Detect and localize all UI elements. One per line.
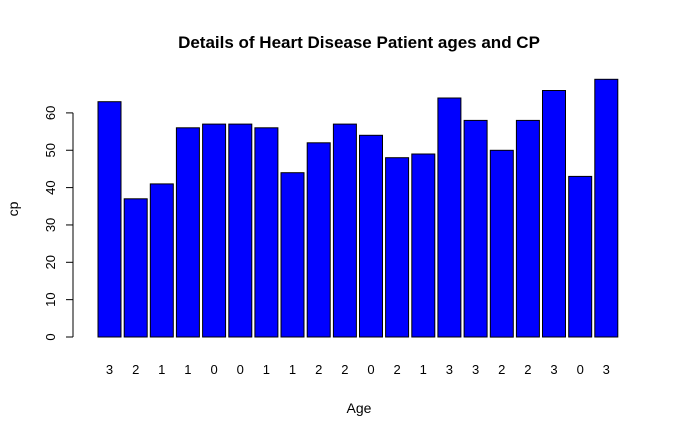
y-tick-label-6: 60 (43, 106, 58, 120)
bar-3 (175, 127, 200, 338)
bar-18 (568, 175, 593, 338)
y-tick-label-5: 50 (43, 143, 58, 157)
x-tick-labels: 3 2 1 1 0 0 1 1 2 2 0 2 1 3 3 2 2 3 0 3 (106, 362, 610, 377)
bar-9 (332, 123, 357, 338)
y-tick-label-2: 20 (43, 255, 58, 269)
x-tick-label-5: 0 (237, 362, 244, 377)
x-tick-label-4: 0 (210, 362, 217, 377)
x-tick-label-13: 3 (446, 362, 453, 377)
x-tick-label-14: 3 (472, 362, 479, 377)
x-tick-label-19: 3 (603, 362, 610, 377)
bar-7 (280, 172, 305, 338)
bar-1 (123, 198, 148, 338)
bar-5 (228, 123, 253, 338)
bar-4 (202, 123, 227, 338)
x-tick-label-3: 1 (184, 362, 191, 377)
y-tick-label-3: 30 (43, 218, 58, 232)
bar-2 (149, 183, 174, 338)
bar-14 (463, 119, 488, 338)
x-tick-label-1: 2 (132, 362, 139, 377)
bar-12 (411, 153, 436, 338)
bar-0 (97, 101, 122, 338)
x-axis-label: Age (347, 400, 372, 416)
x-tick-label-2: 1 (158, 362, 165, 377)
y-axis: 0 10 20 30 40 50 60 (43, 106, 74, 341)
x-tick-label-10: 0 (367, 362, 374, 377)
x-tick-label-17: 3 (550, 362, 557, 377)
x-tick-label-15: 2 (498, 362, 505, 377)
x-tick-label-18: 0 (577, 362, 584, 377)
bar-13 (437, 97, 462, 338)
x-tick-label-16: 2 (524, 362, 531, 377)
x-tick-label-6: 1 (263, 362, 270, 377)
y-tick-label-1: 10 (43, 292, 58, 306)
bars (97, 78, 619, 338)
x-tick-label-12: 1 (420, 362, 427, 377)
bar-19 (594, 78, 619, 338)
chart-title: Details of Heart Disease Patient ages an… (178, 33, 540, 52)
x-tick-label-0: 3 (106, 362, 113, 377)
bar-11 (385, 157, 410, 338)
x-tick-label-7: 1 (289, 362, 296, 377)
x-tick-label-8: 2 (315, 362, 322, 377)
bar-8 (306, 142, 331, 338)
y-tick-label-0: 0 (43, 333, 58, 340)
y-axis-label: cp (5, 201, 21, 216)
bar-16 (515, 119, 540, 338)
y-tick-label-4: 40 (43, 180, 58, 194)
bar-10 (359, 134, 383, 338)
bar-15 (489, 149, 514, 338)
bar-17 (542, 90, 566, 338)
bar-6 (254, 127, 279, 338)
x-tick-label-11: 2 (393, 362, 400, 377)
x-tick-label-9: 2 (341, 362, 348, 377)
